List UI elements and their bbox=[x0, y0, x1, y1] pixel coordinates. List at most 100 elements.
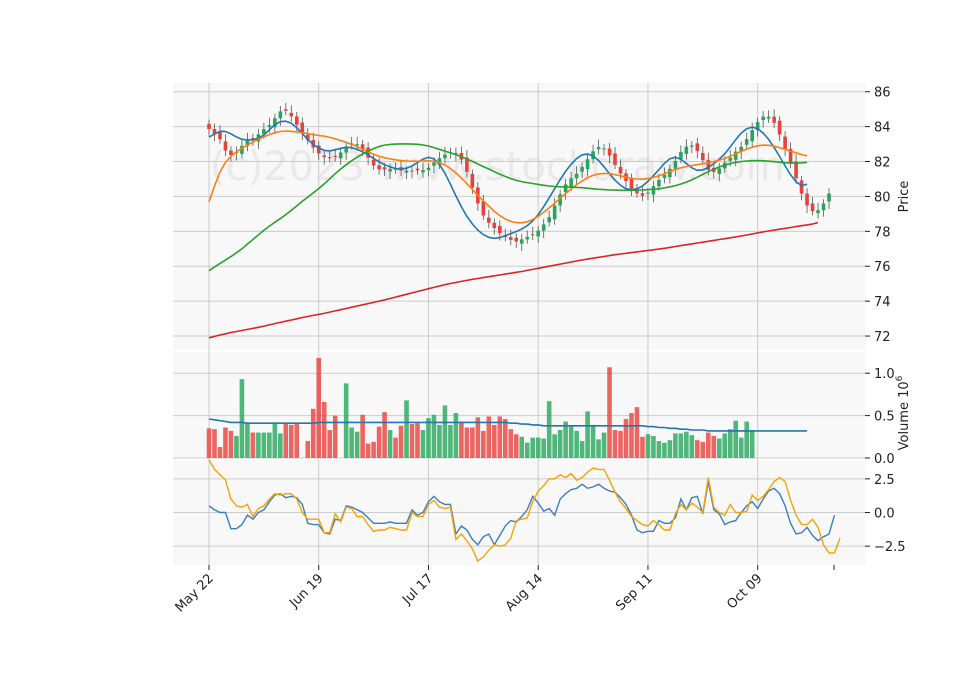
candle-body bbox=[487, 217, 491, 223]
price-axis-tick-label: 82 bbox=[874, 156, 891, 171]
volume-axis-tick-label: 1.0 bbox=[874, 367, 895, 382]
candle-body bbox=[629, 178, 634, 189]
volume-bar bbox=[667, 440, 673, 458]
x-axis-tick-label: Aug 14 bbox=[503, 571, 546, 614]
candle-body bbox=[267, 125, 272, 128]
candle-body bbox=[289, 112, 294, 117]
price-axis-tick-label: 80 bbox=[874, 190, 891, 205]
volume-bar bbox=[354, 431, 360, 458]
volume-bar bbox=[409, 424, 415, 458]
candle-body bbox=[827, 193, 831, 202]
candle-body bbox=[646, 192, 650, 194]
volume-bar bbox=[332, 415, 338, 458]
candle-body bbox=[706, 160, 711, 170]
candle-body bbox=[470, 173, 475, 188]
volume-bar bbox=[305, 441, 311, 458]
ma_fast-line bbox=[208, 120, 808, 240]
volume-bar bbox=[261, 432, 267, 458]
volume-bar bbox=[267, 432, 272, 458]
volume-bar bbox=[278, 433, 283, 458]
candle-body bbox=[613, 153, 617, 165]
volume-bar bbox=[744, 421, 749, 458]
candle-body bbox=[690, 145, 694, 147]
volume-bar bbox=[239, 379, 245, 458]
volume-bar bbox=[376, 426, 382, 458]
candle-body bbox=[273, 118, 277, 128]
candle-body bbox=[651, 186, 656, 195]
candle-body bbox=[783, 136, 787, 149]
candle-body bbox=[552, 205, 557, 220]
candle-body bbox=[541, 224, 546, 231]
volume-bar bbox=[530, 437, 536, 458]
candle-body bbox=[618, 166, 623, 174]
volume-axis-label-exponent: 6 bbox=[895, 375, 905, 381]
volume-bar bbox=[289, 424, 294, 458]
candle-body bbox=[212, 129, 217, 134]
candle-body bbox=[333, 155, 337, 157]
volume-bar bbox=[245, 422, 250, 458]
candle-body bbox=[668, 168, 672, 178]
price-axis-tick-label: 78 bbox=[874, 225, 891, 240]
volume-bar bbox=[442, 405, 448, 458]
candle-body bbox=[525, 236, 530, 240]
volume-bar bbox=[398, 425, 404, 458]
candle-body bbox=[755, 122, 760, 131]
candle-body bbox=[673, 161, 678, 169]
volume-bar bbox=[497, 416, 503, 458]
volume-bar bbox=[283, 424, 289, 458]
volume-bar bbox=[437, 424, 442, 458]
volume-bar bbox=[382, 412, 387, 458]
volume-bar bbox=[464, 427, 470, 458]
volume-bar bbox=[590, 424, 596, 458]
candle-body bbox=[657, 180, 661, 187]
candle-body bbox=[816, 210, 820, 214]
osc2-line bbox=[208, 459, 841, 563]
volume-bar bbox=[234, 435, 239, 458]
volume-bar bbox=[223, 427, 228, 458]
candle-body bbox=[388, 168, 392, 172]
volume-ma-line bbox=[208, 418, 808, 432]
volume-bar bbox=[502, 418, 508, 458]
oscillator-axis-tick-label: −2.5 bbox=[874, 540, 906, 555]
volume-bar bbox=[552, 434, 557, 458]
price-axis-tick-label: 74 bbox=[874, 295, 891, 310]
candle-body bbox=[497, 225, 502, 234]
volume-bar bbox=[673, 433, 678, 458]
volume-bar bbox=[557, 430, 563, 458]
price-axis-label: Price bbox=[897, 181, 912, 213]
volume-bar bbox=[585, 411, 590, 458]
candle-body bbox=[426, 167, 431, 171]
volume-bar bbox=[206, 428, 212, 458]
volume-bar bbox=[404, 400, 409, 458]
candle-body bbox=[701, 152, 705, 161]
volume-bar bbox=[349, 427, 354, 458]
volume-bar bbox=[371, 441, 376, 458]
candle-body bbox=[684, 146, 689, 155]
candle-body bbox=[278, 111, 283, 119]
volume-bar bbox=[415, 423, 420, 458]
volume-bar bbox=[700, 441, 706, 458]
candle-body bbox=[563, 184, 568, 193]
candle-body bbox=[229, 150, 233, 156]
candle-body bbox=[344, 147, 348, 153]
candle-body bbox=[788, 148, 793, 164]
candle-body bbox=[322, 155, 327, 158]
volume-bar bbox=[393, 437, 398, 458]
oscillator-axis-tick-label: 0.0 bbox=[874, 507, 895, 522]
volume-axis-tick-label: 0.0 bbox=[874, 452, 895, 467]
candle-body bbox=[223, 141, 228, 151]
volume-bar bbox=[475, 417, 481, 458]
candle-body bbox=[530, 234, 535, 236]
volume-bar bbox=[250, 432, 256, 458]
candle-body bbox=[410, 170, 414, 172]
candle-body bbox=[602, 148, 606, 150]
ma_long-line bbox=[208, 221, 819, 339]
volume-bar bbox=[524, 442, 530, 458]
volume-bar bbox=[492, 424, 497, 458]
volume-bar bbox=[294, 424, 300, 458]
candle-body bbox=[766, 116, 771, 119]
volume-bar bbox=[321, 402, 327, 458]
candle-body bbox=[574, 173, 579, 179]
x-axis-tick-label: Sep 11 bbox=[613, 571, 656, 614]
volume-bar bbox=[689, 435, 695, 458]
